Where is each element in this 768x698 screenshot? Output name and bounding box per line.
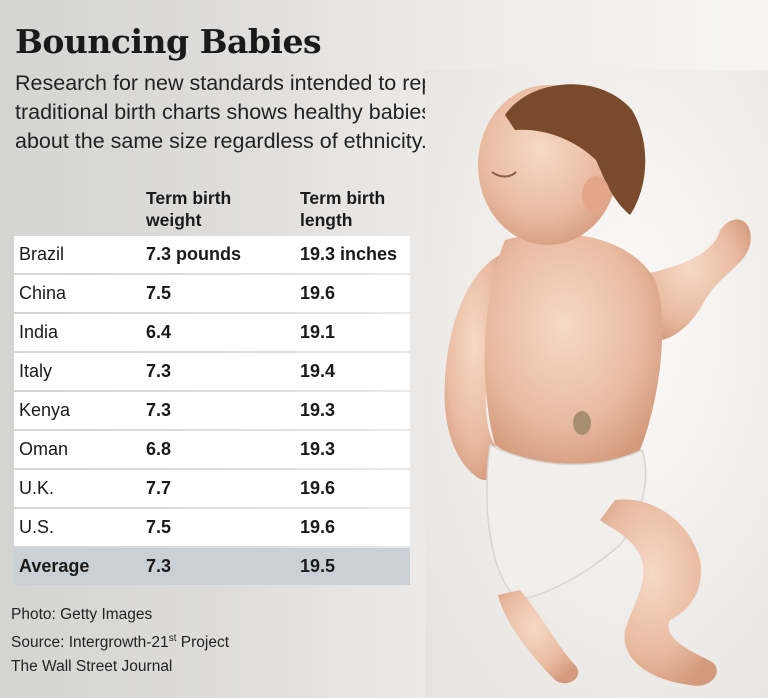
length-cell: 19.3 inches bbox=[300, 244, 398, 264]
table-row: India 6.4 19.1 bbox=[14, 314, 410, 351]
country-cell: U.K. bbox=[19, 478, 55, 498]
table-row: U.S. 7.5 19.6 bbox=[14, 509, 410, 546]
table-row: U.K. 7.7 19.6 bbox=[14, 470, 410, 507]
country-cell: Brazil bbox=[19, 244, 65, 264]
table-body: Brazil 7.3 pounds 19.3 inches China 7.5 19.6 I… bbox=[14, 236, 410, 546]
baby-torso bbox=[484, 233, 663, 465]
length-cell: 19.1 bbox=[300, 322, 336, 342]
average-label: Average bbox=[19, 556, 90, 576]
length-cell: 19.3 bbox=[300, 400, 336, 420]
weight-cell: 7.3 bbox=[146, 400, 172, 420]
table-row-average: Average 7.3 19.5 bbox=[14, 548, 410, 585]
baby-right-arm bbox=[640, 219, 751, 341]
baby-photo bbox=[425, 70, 768, 698]
length-cell: 19.6 bbox=[300, 283, 336, 303]
table-row: Italy 7.3 19.4 bbox=[14, 353, 410, 390]
baby-left-leg bbox=[498, 590, 579, 684]
length-cell: 19.6 bbox=[300, 478, 336, 498]
length-cell: 19.3 bbox=[300, 439, 336, 459]
weight-cell: 7.3 bbox=[146, 361, 172, 381]
publisher-credit: The Wall Street Journal bbox=[11, 658, 173, 675]
weight-cell: 6.4 bbox=[146, 322, 172, 342]
length-cell: 19.6 bbox=[300, 517, 336, 537]
table-header: Term birth weight Term birth length bbox=[14, 187, 410, 236]
source-credit: Source: Intergrowth-21st Project bbox=[11, 627, 229, 655]
country-cell: Kenya bbox=[19, 400, 71, 420]
average-weight: 7.3 bbox=[146, 556, 172, 576]
photo-credit: Photo: Getty Images bbox=[11, 606, 153, 623]
weight-cell: 7.7 bbox=[146, 478, 172, 498]
length-cell: 19.4 bbox=[300, 361, 336, 381]
credits: Photo: Getty Images Source: Intergrowth-… bbox=[11, 603, 229, 679]
source-text: Source: Intergrowth-21 bbox=[11, 634, 169, 651]
weight-cell: 6.8 bbox=[146, 439, 172, 459]
table-row: China 7.5 19.6 bbox=[14, 275, 410, 312]
chart-title: Bouncing Babies bbox=[15, 22, 322, 61]
country-cell: India bbox=[19, 322, 59, 342]
baby-right-leg bbox=[600, 499, 717, 686]
column-header-weight: Term birth weight bbox=[146, 188, 232, 230]
average-length: 19.5 bbox=[300, 556, 336, 576]
table-row: Kenya 7.3 19.3 bbox=[14, 392, 410, 429]
baby-eye bbox=[491, 171, 517, 178]
country-cell: China bbox=[19, 283, 67, 303]
weight-cell: 7.5 bbox=[146, 517, 172, 537]
birth-size-table: Term birth weight Term birth length Braz… bbox=[14, 187, 410, 587]
country-cell: Italy bbox=[19, 361, 53, 381]
weight-cell: 7.3 pounds bbox=[146, 244, 242, 264]
country-cell: U.S. bbox=[19, 517, 55, 537]
country-cell: Oman bbox=[19, 439, 69, 459]
column-header-length: Term birth length bbox=[300, 188, 386, 230]
weight-cell: 7.5 bbox=[146, 283, 172, 303]
baby-hair bbox=[505, 84, 646, 215]
chart-subtitle: Research for new standards intended to r… bbox=[15, 71, 473, 153]
source-suffix: Project bbox=[176, 634, 230, 651]
table-row: Oman 6.8 19.3 bbox=[14, 431, 410, 468]
table-row: Brazil 7.3 pounds 19.3 inches bbox=[14, 236, 410, 273]
baby-diaper bbox=[486, 443, 647, 601]
source-superscript: st bbox=[168, 633, 177, 644]
baby-navel bbox=[573, 411, 591, 435]
baby-ear bbox=[582, 176, 610, 214]
